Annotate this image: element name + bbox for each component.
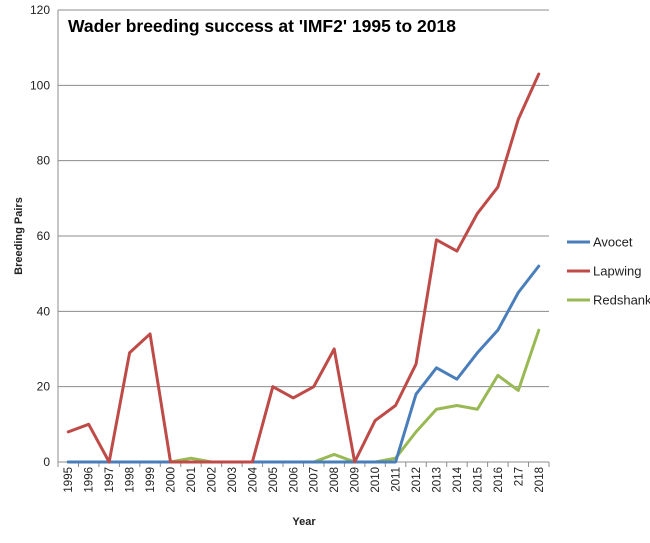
x-tick-label: 1999 — [145, 467, 157, 493]
y-tick-label: 120 — [30, 3, 50, 17]
legend-label-redshank: Redshank — [593, 293, 650, 308]
x-tick-label: 2007 — [309, 467, 321, 493]
x-tick-label: 2011 — [391, 467, 403, 492]
y-tick-labels: 0 20 40 60 80 100 120 — [30, 3, 50, 469]
legend: Avocet Lapwing Redshank — [567, 235, 650, 308]
x-tick-label: 1995 — [63, 467, 75, 493]
legend-label-lapwing: Lapwing — [593, 264, 641, 279]
series-line-avocet — [66, 264, 541, 464]
gridlines — [58, 9, 549, 388]
x-tick-label: 2018 — [534, 467, 546, 493]
y-tick-label: 100 — [30, 78, 50, 92]
x-tick-label: 2012 — [411, 467, 423, 493]
x-tick-label: 217 — [513, 467, 525, 486]
y-tick-label: 0 — [43, 455, 50, 469]
axes — [57, 10, 550, 467]
x-tick-label: 2002 — [206, 467, 218, 493]
y-tick-label: 40 — [37, 304, 51, 318]
x-tick-label: 2003 — [227, 467, 239, 493]
x-tick-label: 1997 — [104, 467, 116, 493]
x-tick-label: 2015 — [472, 467, 484, 493]
series-line-lapwing — [66, 72, 541, 464]
x-tick-label: 2016 — [493, 467, 505, 493]
x-axis-title: Year — [292, 516, 316, 528]
x-tick-label: 1996 — [84, 467, 96, 493]
x-tick-label: 2006 — [288, 467, 300, 493]
x-tick-labels: 1995 1996 1997 1998 1999 2000 2001 2002 2003 2004… — [63, 466, 546, 492]
y-axis-title: Breeding Pairs — [13, 197, 25, 275]
x-tick-label: 2009 — [350, 467, 362, 493]
y-tick-label: 20 — [37, 380, 51, 394]
x-tick-label: 2000 — [166, 467, 178, 493]
series-line-redshank — [66, 328, 541, 464]
y-tick-label: 80 — [37, 154, 51, 168]
legend-label-avocet: Avocet — [593, 235, 633, 250]
x-tick-label: 2013 — [431, 467, 443, 493]
y-tick-label: 60 — [37, 229, 51, 243]
series-lines — [66, 72, 541, 464]
x-tick-label: 2001 — [186, 467, 198, 493]
x-tick-label: 2010 — [370, 467, 382, 493]
x-tick-label: 2008 — [329, 467, 341, 493]
x-tick-label: 2014 — [452, 466, 464, 492]
chart-title: Wader breeding success at 'IMF2' 1995 to… — [68, 16, 456, 36]
x-tick-label: 2005 — [268, 467, 280, 493]
x-tick-label: 2004 — [247, 466, 259, 492]
x-tick-label: 1998 — [125, 467, 137, 493]
